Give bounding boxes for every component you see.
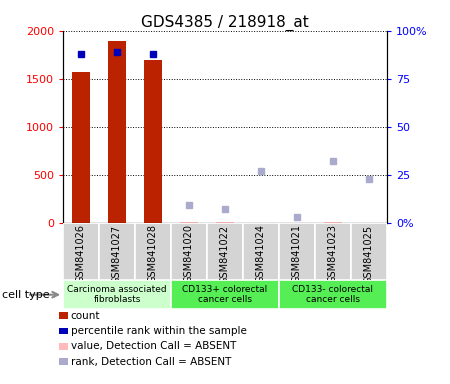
Bar [63,280,171,309]
Text: GSM841021: GSM841021 [292,224,302,283]
Bar [63,223,99,280]
Title: GDS4385 / 218918_at: GDS4385 / 218918_at [141,15,309,31]
Bar [99,223,135,280]
Bar [324,222,342,223]
Bar [216,222,234,223]
Text: GSM841026: GSM841026 [76,224,86,283]
Bar [315,223,351,280]
Text: CD133- colorectal
cancer cells: CD133- colorectal cancer cells [292,285,374,305]
Bar [135,223,171,280]
Text: count: count [71,311,100,321]
Text: value, Detection Call = ABSENT: value, Detection Call = ABSENT [71,341,236,351]
Bar [72,72,90,223]
Bar [108,41,126,223]
Text: Carcinoma associated
fibroblasts: Carcinoma associated fibroblasts [67,285,167,305]
Bar [171,280,279,309]
Bar [144,61,162,223]
Bar [279,280,387,309]
Text: GSM841024: GSM841024 [256,224,266,283]
Text: percentile rank within the sample: percentile rank within the sample [71,326,247,336]
Text: GSM841020: GSM841020 [184,224,194,283]
Bar [243,223,279,280]
Text: GSM841022: GSM841022 [220,224,230,283]
Text: GSM841025: GSM841025 [364,224,374,283]
Text: cell type: cell type [2,290,50,300]
Bar [207,223,243,280]
Bar [180,222,198,223]
Text: CD133+ colorectal
cancer cells: CD133+ colorectal cancer cells [182,285,268,305]
Text: GSM841027: GSM841027 [112,224,122,283]
Bar [351,223,387,280]
Text: rank, Detection Call = ABSENT: rank, Detection Call = ABSENT [71,357,231,367]
Bar [279,223,315,280]
Text: GSM841028: GSM841028 [148,224,158,283]
Text: GSM841023: GSM841023 [328,224,338,283]
Bar [171,223,207,280]
